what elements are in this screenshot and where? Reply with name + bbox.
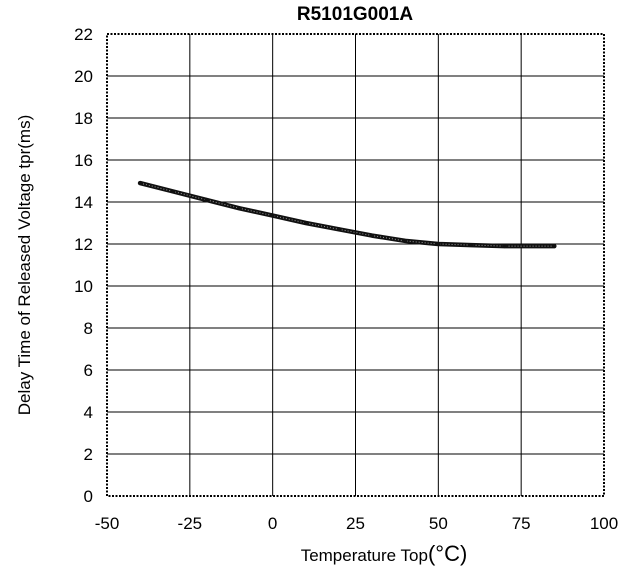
- data-point: [370, 233, 375, 238]
- x-tick-label: 0: [268, 514, 277, 533]
- chart-title: R5101G001A: [297, 4, 413, 25]
- y-tick-label: 2: [84, 445, 93, 464]
- y-axis-label: Delay Time of Released Voltage tpr(ms): [15, 115, 34, 415]
- data-point: [502, 244, 507, 249]
- x-tick-label: 75: [512, 514, 531, 533]
- data-point: [469, 243, 474, 248]
- x-tick-label: -25: [178, 514, 203, 533]
- series-layer: [137, 180, 557, 249]
- x-axis-label: Temperature Top(°C): [301, 541, 468, 566]
- y-tick-label: 0: [84, 487, 93, 506]
- data-point: [403, 238, 408, 243]
- data-point: [303, 221, 308, 225]
- plot-frame: [106, 33, 605, 497]
- x-axis-unit: (°C): [428, 541, 467, 566]
- x-tick-label: 50: [429, 514, 448, 533]
- data-point: [171, 189, 176, 194]
- y-tick-label: 16: [74, 151, 93, 170]
- y-tick-label: 4: [84, 403, 93, 422]
- x-tick-label: 100: [590, 514, 618, 533]
- series-line-texture: [139, 182, 555, 247]
- data-point: [270, 213, 275, 218]
- y-tick-label: 8: [84, 319, 93, 338]
- x-tick-label: 25: [346, 514, 365, 533]
- x-tick-label: -50: [95, 514, 120, 533]
- x-tick-labels: -50 -25 0 25 50 75 100: [95, 514, 618, 533]
- grid-lines: [107, 34, 604, 496]
- y-tick-label: 14: [74, 193, 93, 212]
- y-tick-labels: 0 2 4 6 8 10 12 14 16 18 20 22: [74, 25, 93, 506]
- y-tick-label: 6: [84, 361, 93, 380]
- y-tick-label: 22: [74, 25, 93, 44]
- data-point: [204, 197, 209, 202]
- data-point: [436, 242, 441, 246]
- x-axis-label-text: Temperature Top: [301, 546, 428, 565]
- series-line: [137, 180, 557, 249]
- data-point: [336, 227, 341, 232]
- y-tick-label: 18: [74, 109, 93, 128]
- data-point: [138, 181, 143, 186]
- y-tick-label: 10: [74, 277, 93, 296]
- data-point: [552, 244, 557, 249]
- data-point: [237, 206, 242, 211]
- y-tick-label: 20: [74, 67, 93, 86]
- y-tick-label: 12: [74, 235, 93, 254]
